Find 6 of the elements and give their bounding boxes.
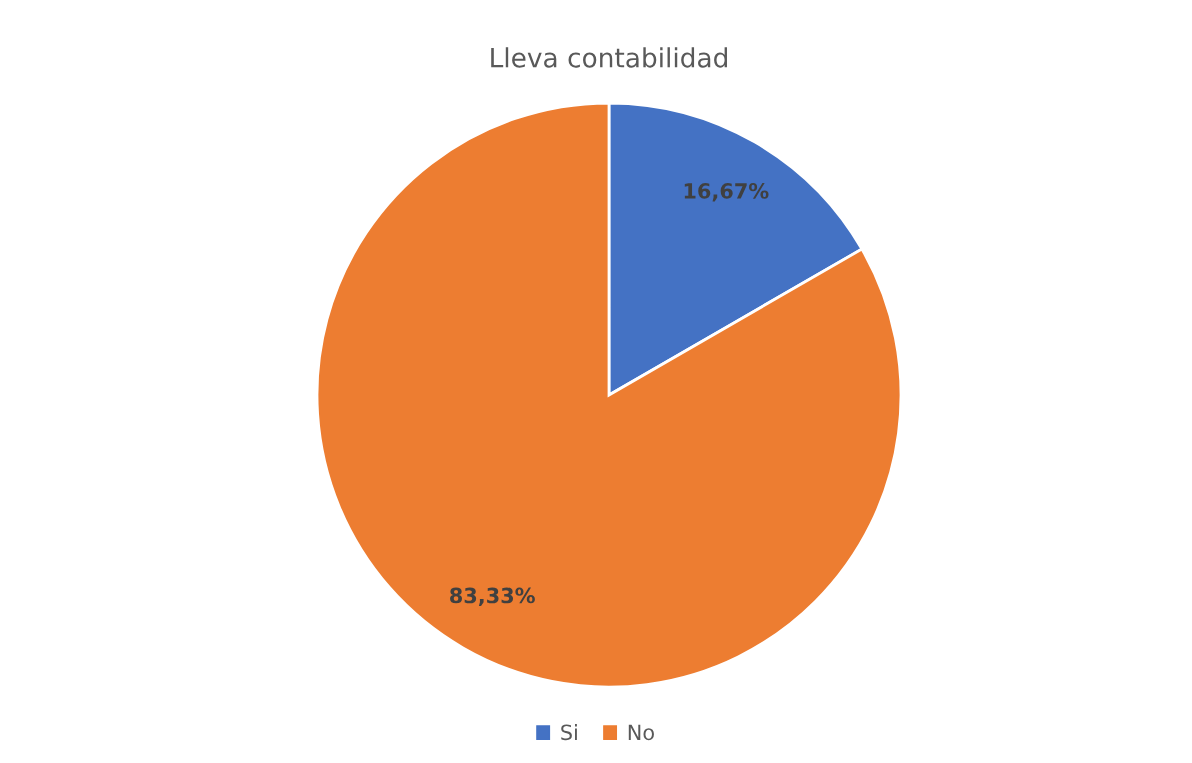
data-label: 16,67% bbox=[684, 183, 769, 202]
legend-label: Si bbox=[561, 724, 577, 741]
pie-slice bbox=[315, 101, 903, 689]
legend-label: No bbox=[628, 724, 654, 741]
data-label: 83,33% bbox=[450, 587, 535, 606]
chart-title: Lleva contabilidad bbox=[491, 47, 727, 68]
